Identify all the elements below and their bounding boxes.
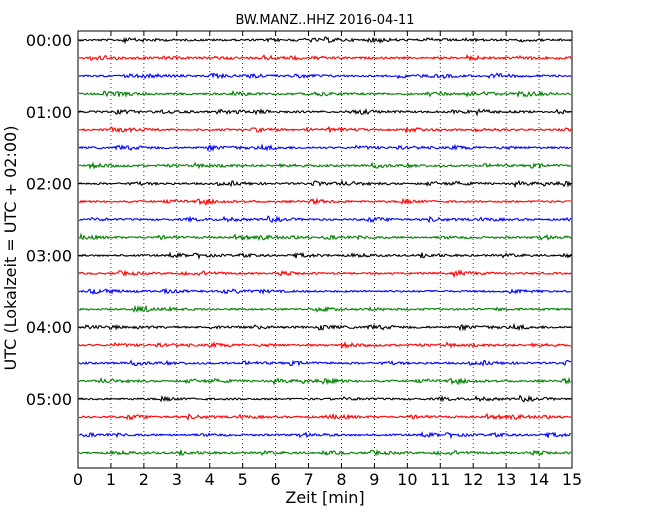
trace-line: [78, 412, 572, 421]
trace-line: [78, 89, 572, 98]
trace-line: [78, 107, 572, 117]
trace-line: [78, 287, 572, 296]
x-tick-label: 3: [172, 470, 182, 489]
trace-line: [78, 143, 572, 153]
x-axis-ticks: 0 1 2 3 4 5 6 7 8 9 10 11 12 13 14 15: [73, 31, 582, 489]
trace-line: [78, 304, 572, 313]
x-tick-label: 12: [463, 470, 483, 489]
trace-line: [78, 269, 572, 279]
trace-line: [78, 53, 572, 62]
chart-title: BW.MANZ..HHZ 2016-04-11: [235, 13, 414, 28]
trace-line: [78, 394, 572, 403]
trace-line: [78, 340, 572, 350]
trace-line: [78, 376, 572, 386]
plot-frame: [77, 30, 573, 469]
y-tick-label: 00:00: [26, 31, 72, 50]
y-tick-label: 05:00: [26, 390, 72, 409]
plot-area: [78, 31, 572, 468]
y-tick-label: 03:00: [26, 246, 72, 265]
y-tick-label: 01:00: [26, 103, 72, 122]
trace-line: [78, 449, 572, 457]
x-tick-label: 2: [139, 470, 149, 489]
y-axis-ticks: 00:00 01:00 02:00 03:00 04:00 05:00: [26, 31, 572, 409]
trace-line: [78, 322, 572, 332]
trace-line: [78, 197, 572, 206]
y-tick-label: 04:00: [26, 318, 72, 337]
trace-line: [78, 72, 572, 80]
trace-line: [78, 251, 572, 260]
x-tick-label: 0: [73, 470, 83, 489]
trace-line: [78, 215, 572, 224]
trace-line: [78, 125, 572, 134]
x-tick-label: 11: [430, 470, 450, 489]
trace-line: [78, 232, 572, 242]
x-tick-label: 1: [106, 470, 116, 489]
x-tick-label: 10: [397, 470, 417, 489]
trace-line: [78, 36, 572, 45]
x-tick-label: 15: [562, 470, 582, 489]
x-tick-label: 14: [529, 470, 549, 489]
trace-line: [78, 359, 572, 367]
x-tick-label: 4: [205, 470, 215, 489]
seismogram-traces: [78, 36, 572, 457]
x-tick-label: 9: [369, 470, 379, 489]
trace-line: [78, 161, 572, 170]
x-tick-label: 8: [336, 470, 346, 489]
x-tick-label: 5: [238, 470, 248, 489]
x-tick-label: 7: [303, 470, 313, 489]
x-tick-label: 13: [496, 470, 516, 489]
grid-lines: [110, 31, 540, 468]
trace-line: [78, 179, 572, 189]
x-tick-label: 6: [271, 470, 281, 489]
trace-line: [78, 430, 572, 440]
y-axis-label: UTC (Lokalzeit = UTC + 02:00): [1, 126, 20, 371]
x-axis-label: Zeit [min]: [285, 488, 364, 507]
y-tick-label: 02:00: [26, 175, 72, 194]
